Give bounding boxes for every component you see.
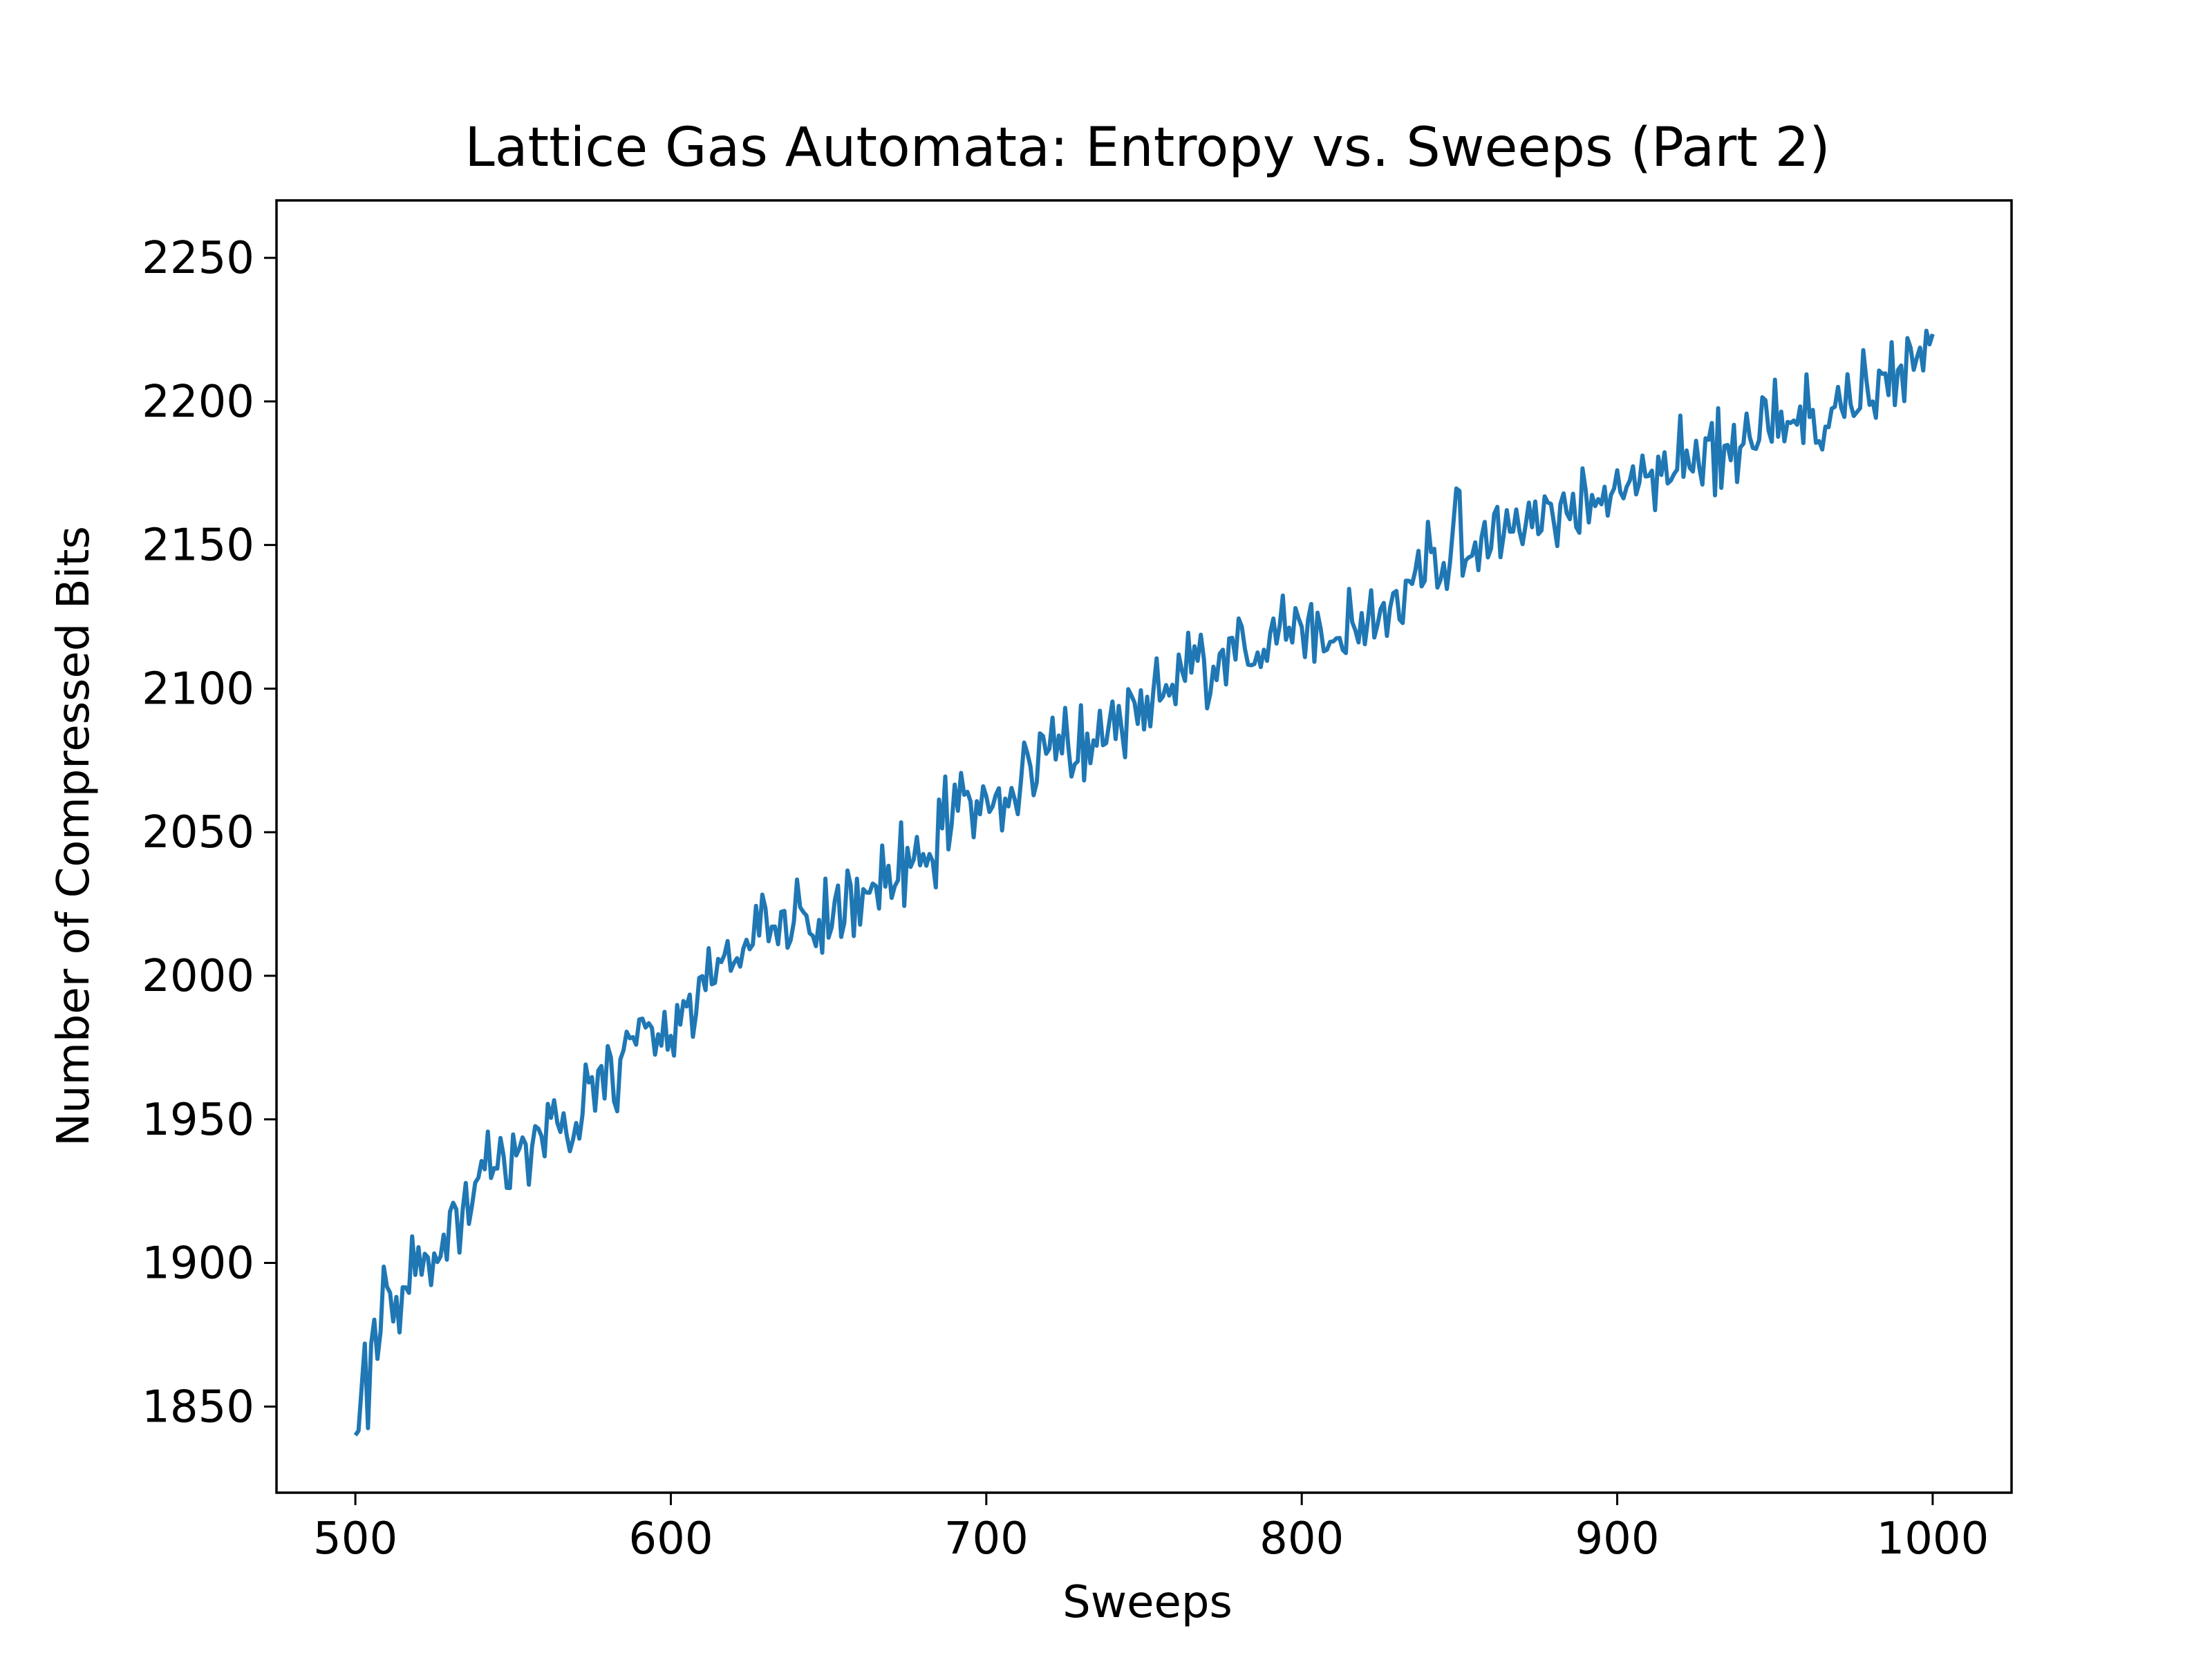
y-tick-label: 2200 — [142, 377, 254, 428]
chart-title: Lattice Gas Automata: Entropy vs. Sweeps… — [465, 117, 1830, 179]
y-tick-label: 1900 — [142, 1238, 254, 1290]
x-tick-label: 500 — [313, 1513, 397, 1565]
axes-frame — [275, 199, 2013, 1494]
x-tick-label: 600 — [628, 1513, 713, 1565]
x-tick-label: 900 — [1575, 1513, 1659, 1565]
y-tick-label: 1950 — [142, 1095, 254, 1146]
axes: 500 600 700 800 900 1000 1850 1900 1950 2000 2050 2… — [142, 199, 2013, 1565]
y-tick-label: 2000 — [142, 951, 254, 1002]
y-tick-label: 2050 — [142, 807, 254, 858]
y-axis-label: Number of Compressed Bits — [48, 526, 100, 1146]
x-tick-label: 700 — [944, 1513, 1029, 1565]
x-tick-label: 1000 — [1876, 1513, 1989, 1565]
series-line — [353, 328, 1935, 1437]
y-tick-label: 2150 — [142, 520, 254, 572]
plot-area — [353, 328, 1935, 1437]
x-axis-label: Sweeps — [1062, 1577, 1232, 1628]
y-tick-label: 1850 — [142, 1381, 254, 1433]
y-tick-label: 2250 — [142, 233, 254, 284]
y-tick-label: 2100 — [142, 663, 254, 715]
x-tick-label: 800 — [1259, 1513, 1344, 1565]
